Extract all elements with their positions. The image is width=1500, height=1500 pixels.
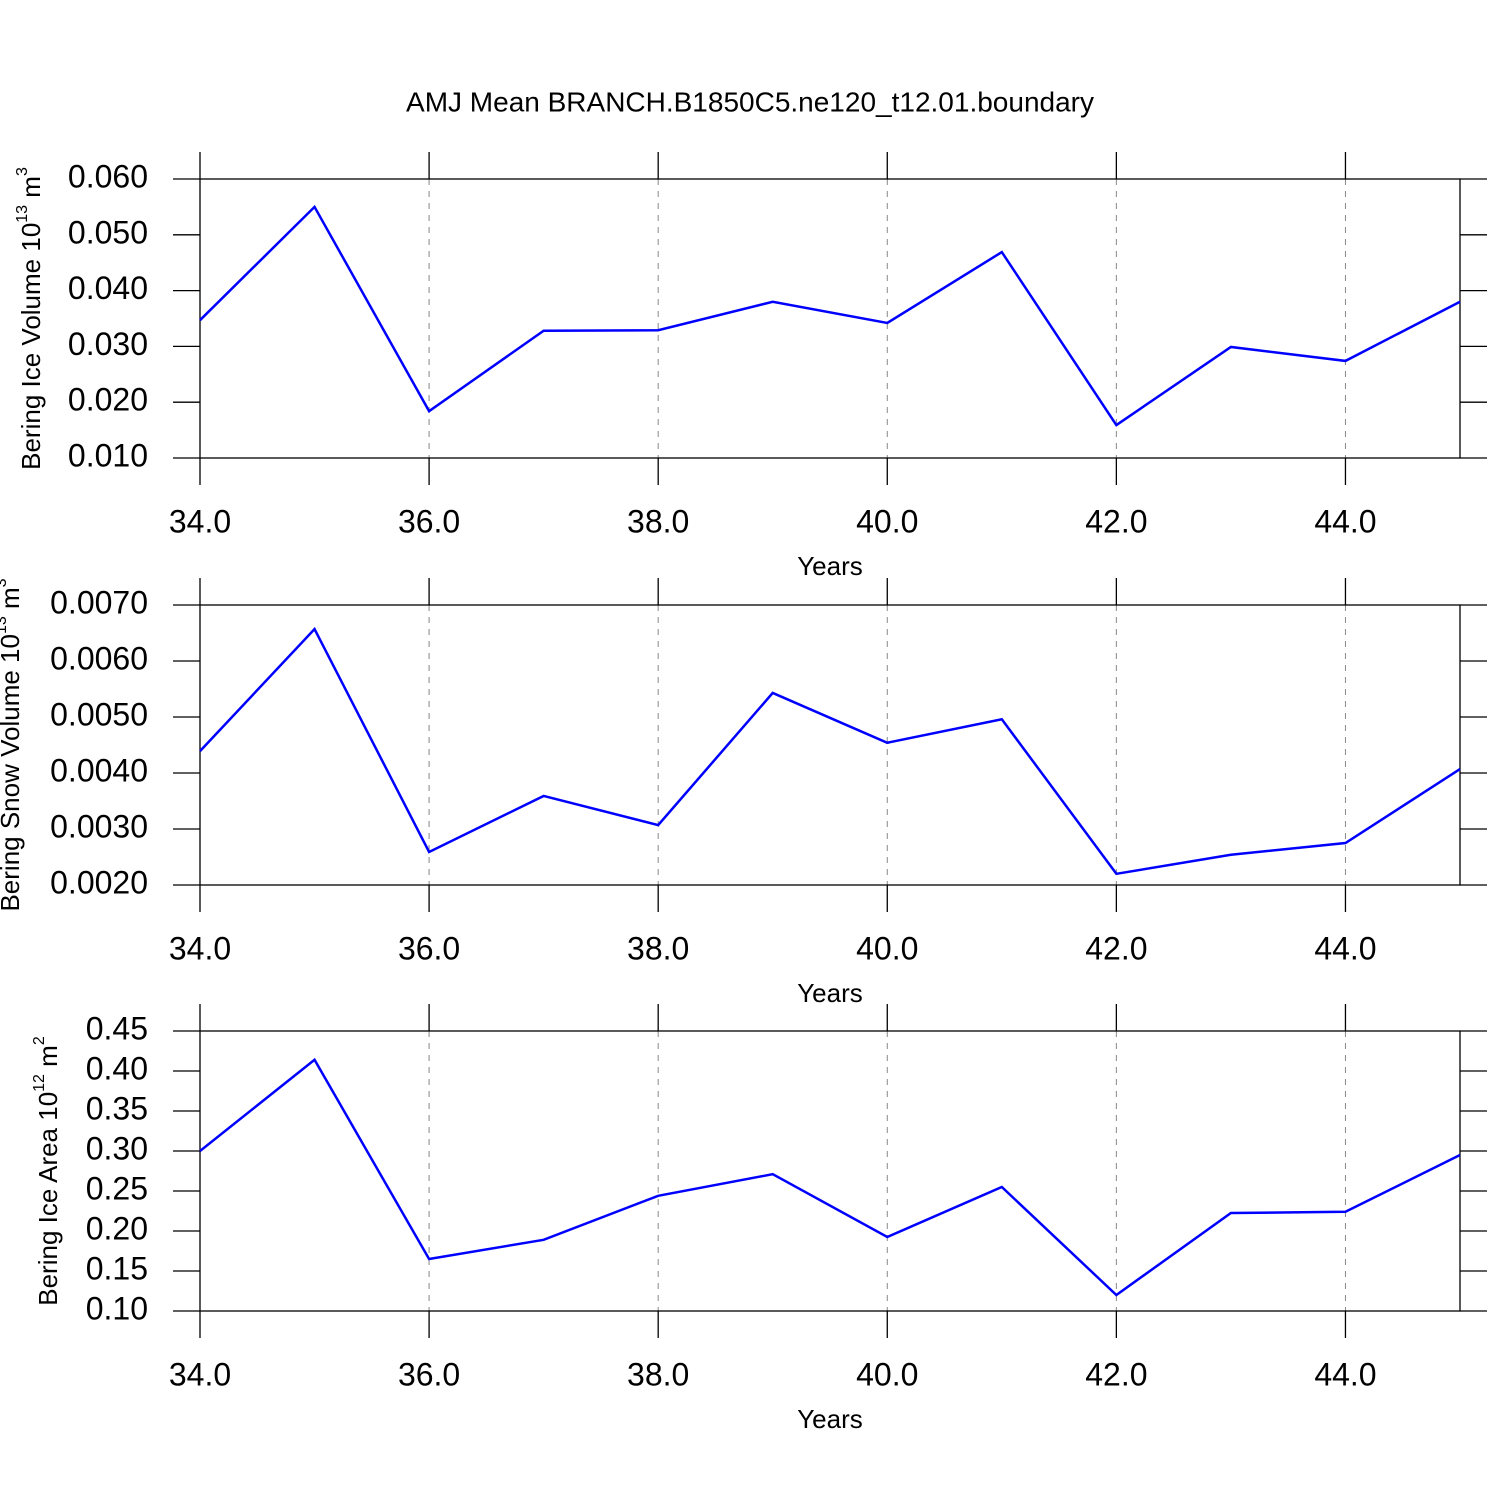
x-tick-label: 40.0 [856,1356,918,1392]
x-tick-label: 40.0 [856,503,918,539]
y-label-exponent: 13 [14,205,31,223]
y-tick-label: 0.0030 [50,808,148,844]
y-tick-label: 0.30 [86,1130,148,1166]
y-tick-label: 0.0060 [50,640,148,676]
y-label-exponent: 13 [0,616,10,634]
x-tick-label: 34.0 [169,503,231,539]
y-tick-label: 0.10 [86,1290,148,1326]
y-tick-label: 0.40 [86,1050,148,1086]
y-label-unit-exponent: 2 [31,1036,48,1045]
x-tick-label: 44.0 [1314,1356,1376,1392]
y-tick-label: 0.0050 [50,696,148,732]
y-tick-label: 0.45 [86,1010,148,1046]
figure-title: AMJ Mean BRANCH.B1850C5.ne120_t12.01.bou… [406,86,1094,117]
x-tick-label: 36.0 [398,930,460,966]
y-tick-label: 0.010 [68,437,148,473]
x-tick-label: 40.0 [856,930,918,966]
y-label-text: Bering Ice Area 10 [33,1092,63,1306]
x-tick-label: 42.0 [1085,930,1147,966]
y-tick-label: 0.15 [86,1250,148,1286]
plot-frame [199,604,1461,886]
x-tick-label: 42.0 [1085,1356,1147,1392]
y-tick-label: 0.0070 [50,584,148,620]
data-line [199,626,1461,876]
x-tick-label: 36.0 [398,1356,460,1392]
y-tick-label: 0.050 [68,214,148,250]
x-tick-label: 36.0 [398,503,460,539]
y-tick-label: 0.0040 [50,752,148,788]
x-tick-label: 44.0 [1314,503,1376,539]
x-tick-label: 34.0 [169,1356,231,1392]
y-tick-label: 0.20 [86,1210,148,1246]
plot-frame [199,1030,1461,1312]
y-tick-label: 0.060 [68,158,148,194]
y-label-text: Bering Ice Volume 10 [16,223,46,470]
plot-frame [199,178,1461,459]
x-tick-label: 42.0 [1085,503,1147,539]
x-axis-label: Years [797,551,863,581]
y-tick-label: 0.040 [68,270,148,306]
x-tick-label: 38.0 [627,930,689,966]
y-tick-label: 0.030 [68,326,148,362]
x-tick-label: 38.0 [627,1356,689,1392]
data-line [199,1057,1461,1297]
y-axis-label: Bering Ice Volume 1013 m3 [14,167,46,470]
y-tick-label: 0.0020 [50,864,148,900]
y-label-exponent: 12 [31,1074,48,1092]
y-label-unit-exponent: 3 [0,578,10,587]
y-label-unit: m [33,1045,63,1074]
y-label-unit-exponent: 3 [14,167,31,176]
data-line [199,204,1461,427]
x-axis-label: Years [797,978,863,1008]
x-axis-label: Years [797,1404,863,1434]
y-label-unit: m [0,587,25,616]
y-tick-label: 0.25 [86,1170,148,1206]
x-tick-label: 38.0 [627,503,689,539]
x-tick-label: 44.0 [1314,930,1376,966]
y-axis-label: Bering Ice Area 1012 m2 [31,1036,63,1306]
y-axis-label: Bering Snow Volume 1013 m3 [0,578,25,911]
y-label-text: Bering Snow Volume 10 [0,634,25,912]
y-tick-label: 0.020 [68,382,148,418]
y-label-unit: m [16,176,46,205]
x-tick-label: 34.0 [169,930,231,966]
y-tick-label: 0.35 [86,1090,148,1126]
